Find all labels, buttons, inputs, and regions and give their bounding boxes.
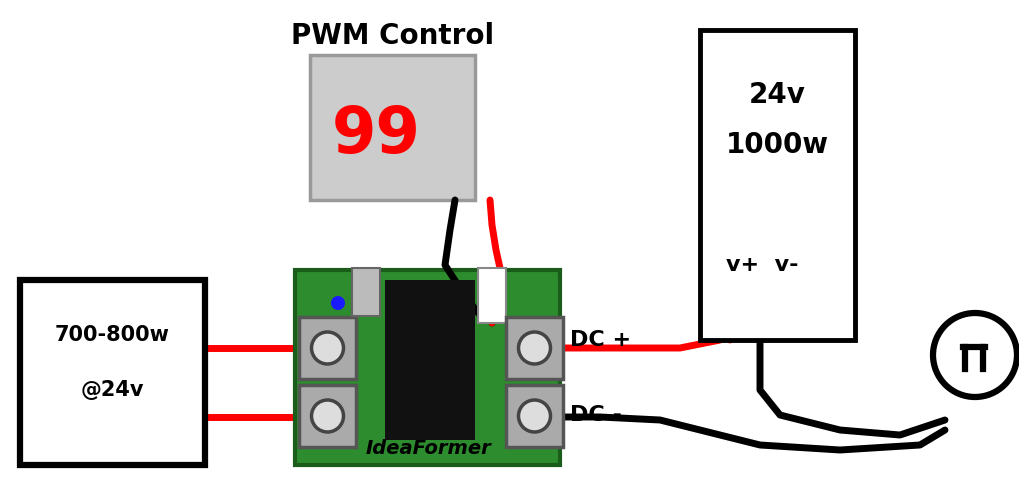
Bar bbox=[310, 55, 475, 200]
Circle shape bbox=[311, 332, 343, 364]
Text: v+  v-: v+ v- bbox=[726, 255, 798, 275]
Text: 24v: 24v bbox=[748, 81, 805, 109]
Circle shape bbox=[331, 296, 344, 310]
Bar bbox=[478, 268, 505, 323]
Bar bbox=[352, 268, 380, 316]
Text: DC -: DC - bbox=[570, 405, 622, 425]
Text: IdeaFormer: IdeaFormer bbox=[365, 439, 490, 458]
Text: DC +: DC + bbox=[570, 330, 631, 350]
Circle shape bbox=[932, 313, 1016, 397]
Bar bbox=[505, 317, 562, 379]
Bar bbox=[20, 280, 205, 465]
Bar bbox=[294, 270, 559, 465]
Circle shape bbox=[518, 332, 550, 364]
Text: 1000w: 1000w bbox=[725, 131, 827, 159]
Bar bbox=[299, 317, 356, 379]
Text: 99: 99 bbox=[331, 104, 420, 166]
Bar bbox=[505, 385, 562, 447]
Text: PWM Control: PWM Control bbox=[291, 22, 494, 50]
Bar bbox=[299, 385, 356, 447]
Circle shape bbox=[311, 400, 343, 432]
Bar bbox=[699, 30, 854, 340]
Text: 700-800w: 700-800w bbox=[54, 325, 169, 345]
Bar bbox=[384, 280, 475, 440]
Circle shape bbox=[518, 400, 550, 432]
Text: @24v: @24v bbox=[81, 380, 144, 400]
